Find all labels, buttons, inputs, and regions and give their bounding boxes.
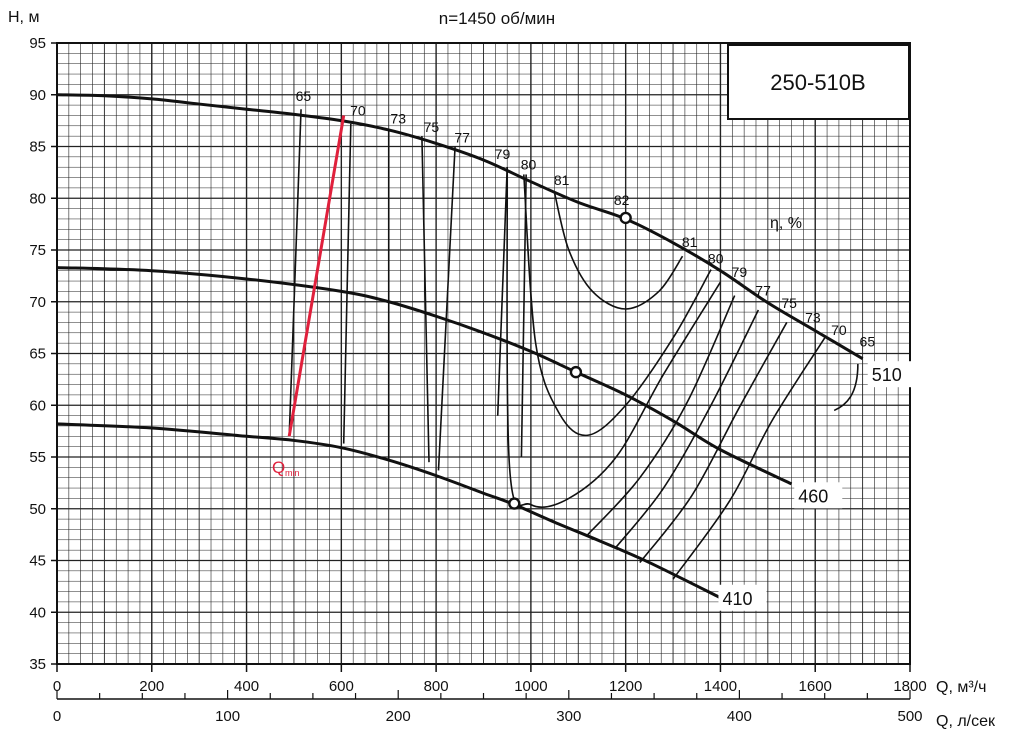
y-tick-label: 95 (29, 35, 46, 52)
y-tick-label: 55 (29, 449, 46, 466)
bep-point-460 (569, 365, 583, 379)
y-tick-label: 70 (29, 294, 46, 311)
svg-text:min: min (285, 468, 300, 478)
chart-title: n=1450 об/мин (439, 9, 555, 28)
efficiency-curve-70 (672, 337, 826, 580)
efficiency-curve-80 (522, 174, 712, 437)
efficiency-label-70: 70 (350, 102, 366, 118)
x-tick-label: 1600 (799, 678, 832, 695)
x-axis-label: Q, м³/ч (936, 679, 986, 696)
curve-label-410: 410 (722, 589, 752, 609)
efficiency-axis-label: η, % (770, 215, 802, 232)
curve-label-bg-510 (867, 361, 916, 388)
y-tick-label: 60 (29, 397, 46, 414)
efficiency-curve-75 (615, 309, 760, 548)
x-tick-label: 1400 (704, 678, 737, 695)
efficiency-label-65: 65 (860, 333, 876, 349)
y-tick-label: 85 (29, 139, 46, 156)
efficiency-line-75 (421, 136, 430, 463)
x-tick-label: 600 (329, 678, 354, 695)
y-tick-label: 40 (29, 604, 46, 621)
efficiency-label-80: 80 (521, 156, 537, 172)
head-curve-410 (56, 422, 722, 600)
efficiency-label-82: 82 (614, 192, 630, 208)
efficiency-line-70 (342, 123, 352, 444)
svg-text:Q: Q (272, 458, 285, 477)
head-curve-510 (56, 93, 864, 360)
x2-tick-label: 0 (53, 708, 61, 725)
efficiency-label-73: 73 (805, 309, 821, 325)
qmin-label: Q min (272, 458, 300, 478)
efficiency-curve-65-right (833, 363, 859, 412)
x2-axis-label: Q, л/сек (936, 713, 996, 730)
efficiency-curve-79 (506, 167, 722, 508)
y-tick-label: 65 (29, 346, 46, 363)
efficiency-label-73: 73 (390, 111, 406, 127)
efficiency-label-75: 75 (781, 295, 797, 311)
head-curve-460 (56, 266, 793, 486)
efficiency-label-75: 75 (424, 119, 440, 135)
curve-label-bg-460 (794, 482, 843, 509)
efficiency-curve-81 (553, 192, 684, 310)
efficiency-label-79: 79 (732, 264, 748, 280)
qmin-line (287, 115, 346, 437)
x2-tick-label: 400 (727, 708, 752, 725)
model-box (727, 44, 910, 120)
x2-tick-label: 200 (386, 708, 411, 725)
efficiency-line-77 (437, 146, 456, 471)
curve-label-bg-410 (718, 584, 767, 611)
efficiency-label-81: 81 (554, 172, 570, 188)
x-tick-label: 1000 (514, 678, 547, 695)
x2-tick-label: 500 (897, 708, 922, 725)
efficiency-line-80 (520, 174, 527, 458)
y-tick-label: 75 (29, 242, 46, 259)
efficiency-label-77: 77 (454, 129, 470, 145)
curve-label-460: 460 (798, 486, 828, 506)
efficiency-label-77: 77 (755, 283, 771, 299)
efficiency-label-80: 80 (708, 250, 724, 266)
efficiency-label-70: 70 (831, 322, 847, 338)
y-tick-label: 35 (29, 656, 46, 673)
efficiency-label-65: 65 (296, 88, 312, 104)
y-tick-label: 80 (29, 190, 46, 207)
y-tick-label: 90 (29, 87, 46, 104)
y-tick-label: 50 (29, 501, 46, 518)
efficiency-curve-73 (639, 322, 788, 564)
x-tick-label: 400 (234, 678, 259, 695)
model-label: 250-510B (770, 70, 865, 95)
x-tick-label: 200 (139, 678, 164, 695)
efficiency-line-79 (496, 167, 508, 416)
y-axis-label: H, м (8, 9, 39, 26)
grid (56, 42, 911, 665)
x2-tick-label: 300 (556, 708, 581, 725)
bep-point-410 (508, 497, 521, 510)
x-tick-label: 1800 (893, 678, 926, 695)
efficiency-curve-77 (587, 295, 736, 536)
bep-point-510 (619, 211, 632, 225)
y-tick-label: 45 (29, 553, 46, 570)
efficiency-line-65 (288, 109, 302, 437)
x-tick-label: 0 (53, 678, 61, 695)
x-tick-label: 1200 (609, 678, 642, 695)
curve-label-510: 510 (872, 365, 902, 385)
x-tick-label: 800 (424, 678, 449, 695)
x2-tick-label: 100 (215, 708, 240, 725)
efficiency-label-81: 81 (682, 234, 698, 250)
curves: 510 460 410 82 65 70 73 75 77 79 80 81 81 80 79 77 75 73 7… (56, 88, 916, 611)
efficiency-label-79: 79 (495, 146, 511, 162)
